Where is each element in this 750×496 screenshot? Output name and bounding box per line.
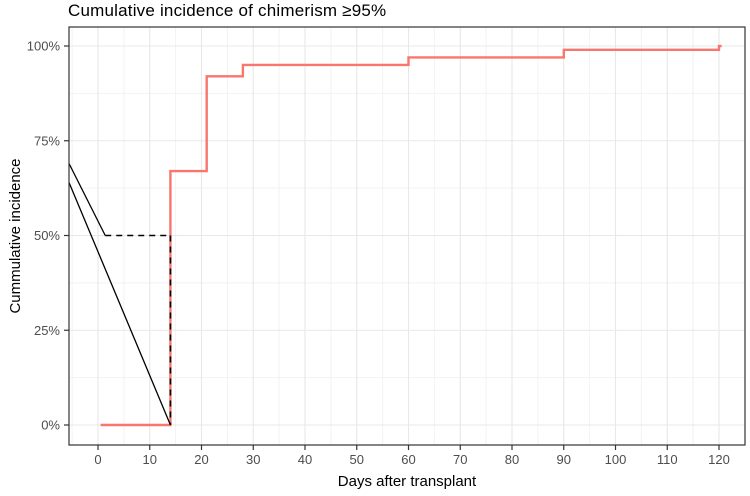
x-tick-label: 30 bbox=[246, 452, 260, 467]
cumulative-incidence-curve bbox=[100, 44, 722, 427]
upper-diagonal-line bbox=[68, 163, 106, 236]
chart-title: Cumulative incidence of chimerism ≥95% bbox=[68, 1, 387, 20]
x-tick-label: 60 bbox=[401, 452, 415, 467]
y-tick-label: 100% bbox=[27, 39, 61, 54]
y-tick-label: 25% bbox=[34, 323, 60, 338]
x-tick-label: 90 bbox=[557, 452, 571, 467]
x-tick-label: 120 bbox=[708, 452, 730, 467]
y-axis-title: Cummulative incidence bbox=[7, 158, 24, 314]
x-tick-label: 0 bbox=[94, 452, 101, 467]
x-tick-label: 20 bbox=[194, 452, 208, 467]
x-tick-label: 40 bbox=[298, 452, 312, 467]
lower-diagonal-line bbox=[68, 182, 172, 426]
x-tick-label: 100 bbox=[605, 452, 627, 467]
y-tick-label: 50% bbox=[34, 228, 60, 243]
y-tick-label: 0% bbox=[41, 418, 60, 433]
x-tick-label: 70 bbox=[453, 452, 467, 467]
y-tick-label: 75% bbox=[34, 133, 60, 148]
x-tick-label: 110 bbox=[657, 452, 678, 467]
x-tick-label: 10 bbox=[143, 452, 157, 467]
x-tick-label: 80 bbox=[505, 452, 519, 467]
x-tick-label: 50 bbox=[350, 452, 364, 467]
x-axis-title: Days after transplant bbox=[337, 473, 477, 490]
